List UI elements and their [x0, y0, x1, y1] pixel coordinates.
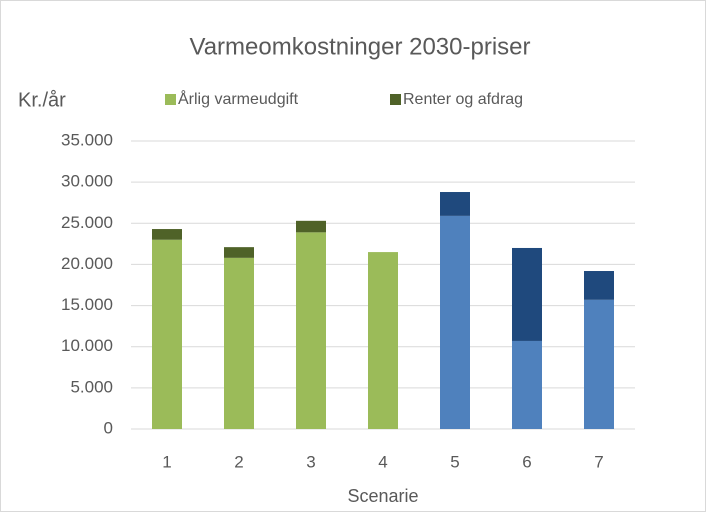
legend-label: Årlig varmeudgift	[178, 89, 299, 108]
bar-segment	[512, 340, 542, 429]
y-tick-label: 15.000	[61, 295, 113, 314]
legend-label: Renter og afdrag	[403, 91, 523, 108]
y-axis-label: Kr./år	[18, 89, 66, 111]
x-tick-label: 1	[162, 452, 171, 471]
bar-segment	[152, 229, 182, 240]
x-tick-label: 3	[306, 452, 315, 471]
bar-segment	[584, 299, 614, 429]
y-tick-label: 20.000	[61, 254, 113, 273]
x-axis-label: Scenarie	[347, 486, 418, 506]
bar-segment	[440, 192, 470, 216]
bar-segment	[512, 247, 542, 341]
bar-segment	[224, 247, 254, 258]
legend-swatch	[390, 94, 401, 105]
bar-segment	[368, 252, 398, 429]
y-tick-label: 5.000	[70, 377, 113, 396]
x-tick-label: 5	[450, 452, 459, 471]
x-tick-label: 2	[234, 452, 243, 471]
bar-segment	[296, 232, 326, 429]
bar-segment	[224, 257, 254, 429]
y-tick-label: 10.000	[61, 336, 113, 355]
x-tick-label: 4	[378, 452, 387, 471]
bar-segment	[584, 271, 614, 300]
y-tick-label: 35.000	[61, 130, 113, 149]
x-tick-label: 6	[522, 452, 531, 471]
chart-title: Varmeomkostninger 2030-priser	[189, 33, 530, 60]
bar-segment	[152, 239, 182, 429]
y-tick-label: 0	[104, 418, 113, 437]
bar-segment	[296, 220, 326, 233]
y-tick-label: 25.000	[61, 213, 113, 232]
x-tick-label: 7	[594, 452, 603, 471]
y-tick-label: 30.000	[61, 172, 113, 191]
legend-swatch	[165, 94, 176, 105]
bar-segment	[440, 215, 470, 429]
